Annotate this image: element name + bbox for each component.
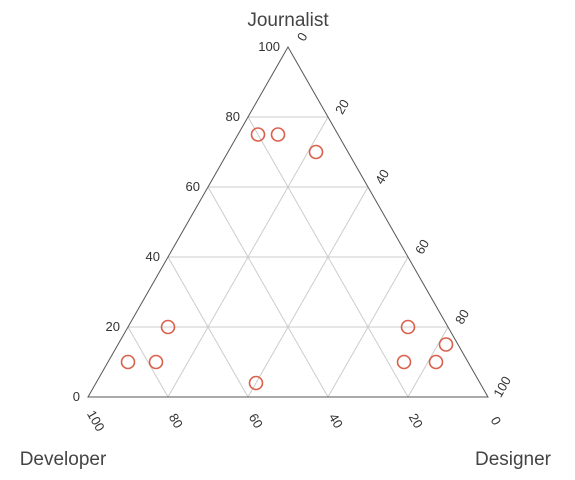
tick-journalist-20: 20 — [106, 319, 120, 334]
data-point-5 — [148, 354, 164, 370]
grid-line-developer-40 — [207, 186, 329, 398]
tick-developer-20: 20 — [406, 411, 426, 431]
data-point-1 — [270, 127, 286, 142]
axis-title-journalist: Journalist — [247, 10, 329, 31]
tick-journalist-0: 0 — [73, 389, 80, 404]
triangle-edge — [87, 45, 489, 398]
grid-line-designer-80 — [407, 326, 449, 398]
tick-developer-40: 40 — [326, 411, 346, 431]
data-point-6 — [248, 375, 264, 391]
tick-developer-0: 0 — [488, 414, 505, 428]
grid-line-designer-60 — [327, 256, 409, 398]
tick-journalist-60: 60 — [186, 179, 200, 194]
tick-developer-60: 60 — [246, 411, 266, 431]
data-point-4 — [120, 354, 136, 370]
data-point-8 — [438, 337, 454, 352]
data-point-3 — [160, 319, 176, 335]
axis-title-developer: Developer — [20, 449, 107, 470]
tick-designer-100: 100 — [490, 374, 514, 400]
triangle-frame — [87, 45, 489, 398]
data-points — [120, 127, 454, 391]
tick-developer-100: 100 — [84, 408, 108, 434]
data-point-2 — [308, 144, 324, 160]
data-point-10 — [428, 354, 444, 370]
data-point-7 — [400, 319, 416, 335]
grid-line-designer-40 — [247, 186, 369, 398]
grid-line-developer-80 — [127, 326, 169, 398]
axis-title-designer: Designer — [475, 449, 552, 470]
data-point-0 — [250, 127, 266, 142]
tick-journalist-100: 100 — [258, 39, 280, 54]
tick-designer-0: 0 — [294, 30, 311, 44]
tick-designer-40: 40 — [372, 167, 392, 187]
grid-line-developer-60 — [167, 256, 249, 398]
grid-lines — [127, 116, 449, 398]
tick-developer-80: 80 — [166, 411, 186, 431]
tick-designer-60: 60 — [412, 237, 432, 257]
tick-journalist-80: 80 — [226, 109, 240, 124]
tick-journalist-40: 40 — [146, 249, 160, 264]
tick-designer-80: 80 — [452, 307, 472, 327]
tick-labels: 0 0 0 20 20 20 40 40 40 60 60 60 80 80 80 100 100 100 — [73, 30, 514, 434]
data-point-9 — [396, 354, 412, 370]
tick-designer-20: 20 — [332, 97, 352, 117]
